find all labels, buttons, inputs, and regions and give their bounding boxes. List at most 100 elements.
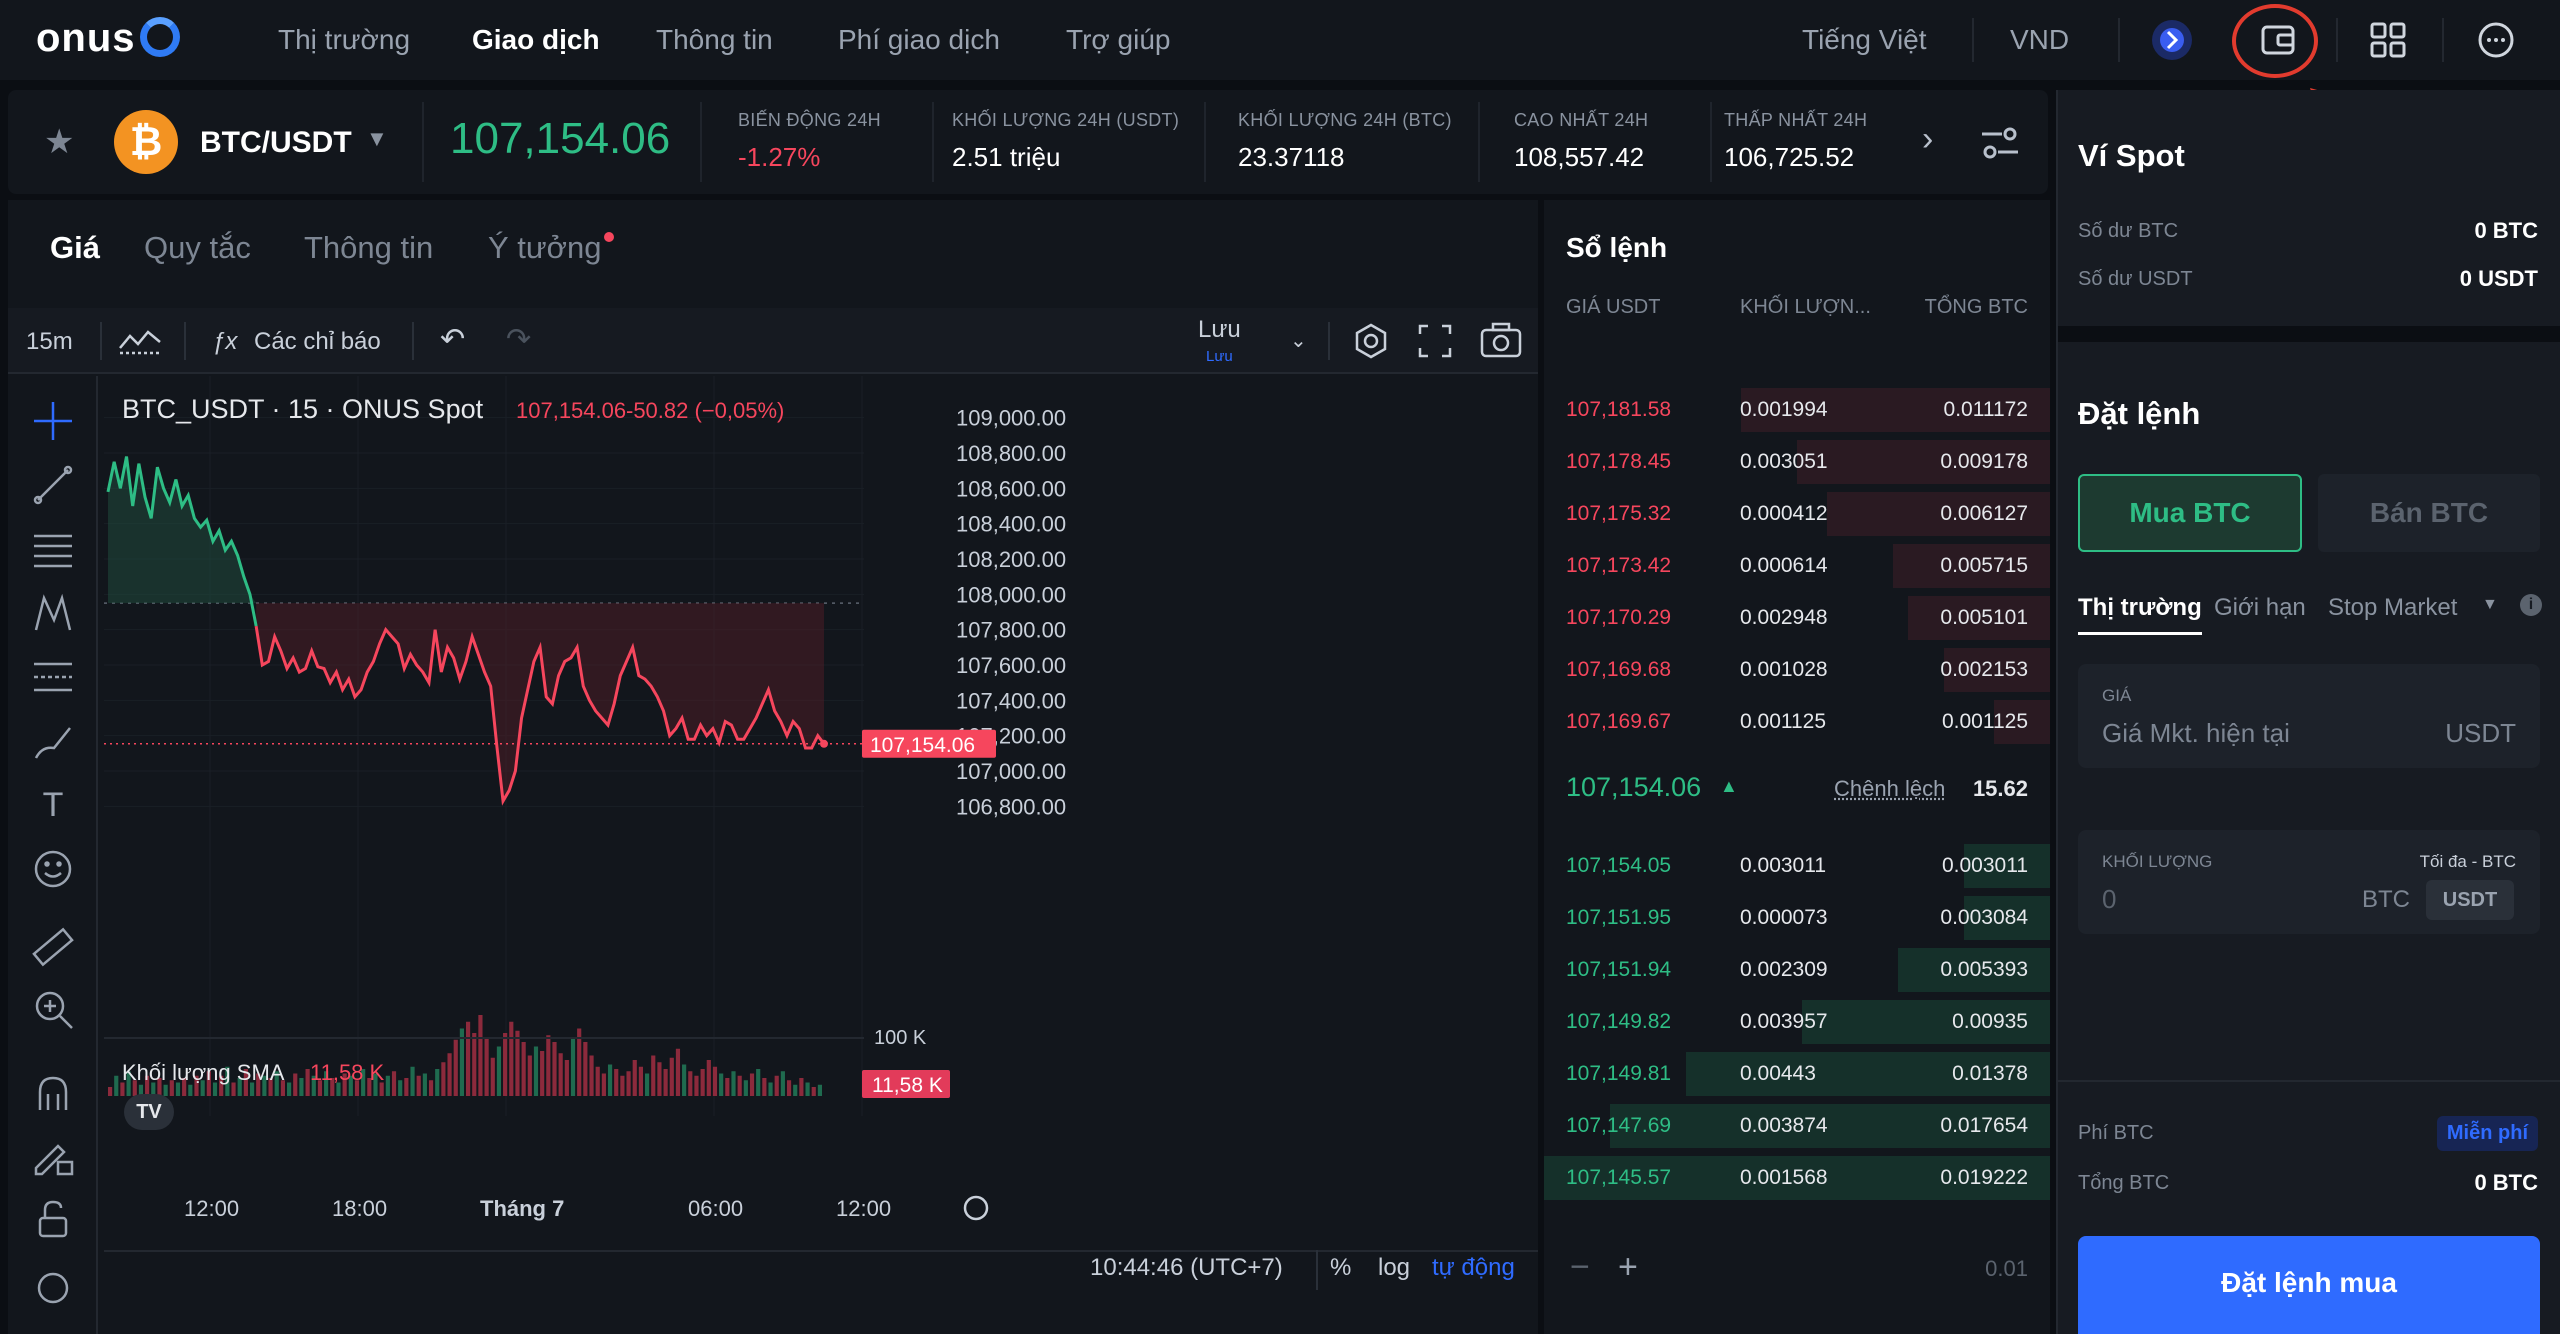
chevron-down-icon[interactable]: ⌄ [1290, 328, 1307, 353]
info-icon[interactable]: i [2520, 594, 2542, 616]
volume-bar [503, 1033, 507, 1096]
onus-logo[interactable]: onus [36, 16, 180, 61]
pair-selector[interactable]: BTC/USDT [200, 126, 352, 160]
emoji-icon[interactable] [30, 846, 76, 892]
fullscreen-icon[interactable] [1418, 324, 1452, 363]
percent-scale-toggle[interactable]: % [1330, 1254, 1351, 1282]
more-options-icon[interactable] [2474, 18, 2518, 62]
volume-bar [596, 1067, 600, 1096]
pattern-icon[interactable] [30, 590, 76, 636]
nav-item-trade[interactable]: Giao dịch [472, 24, 600, 56]
spread-label[interactable]: Chênh lệch [1834, 776, 1945, 802]
magnet-icon[interactable] [30, 1070, 76, 1116]
sell-tab[interactable]: Bán BTC [2318, 474, 2540, 552]
volume-bar [781, 1071, 785, 1096]
redo-icon[interactable]: ↷ [506, 322, 531, 357]
apps-grid-icon[interactable] [2366, 18, 2410, 62]
fib-levels-icon[interactable] [30, 654, 76, 700]
place-buy-order-button[interactable]: Đặt lệnh mua [2078, 1236, 2540, 1334]
settings-sliders-icon[interactable] [1980, 126, 2020, 165]
quantity-input-value[interactable]: 0 [2102, 884, 2116, 915]
chart-type-icon[interactable] [118, 326, 162, 361]
nav-item-market[interactable]: Thị trường [278, 24, 410, 56]
order-price: 107,169.68 [1566, 658, 1671, 682]
brush-icon[interactable] [30, 718, 76, 764]
chevron-right-icon[interactable]: › [1922, 120, 1933, 159]
buy-tab[interactable]: Mua BTC [2078, 474, 2302, 552]
lock-icon[interactable] [30, 1196, 76, 1242]
currency-selector[interactable]: VND [2010, 24, 2069, 56]
eye-icon[interactable] [30, 1260, 76, 1306]
settings-gear-icon[interactable] [1352, 322, 1390, 365]
price-step-value[interactable]: 0.01 [1985, 1256, 2028, 1282]
ask-row[interactable]: 107,173.42 0.000614 0.005715 [1544, 540, 2050, 592]
favorite-star-icon[interactable]: ★ [44, 122, 74, 162]
bid-row[interactable]: 107,147.69 0.003874 0.017654 [1544, 1100, 2050, 1152]
indicators-icon[interactable]: ƒx [212, 328, 237, 356]
lock-drawing-icon[interactable] [30, 1132, 76, 1178]
tab-price[interactable]: Giá [50, 230, 100, 266]
quantity-unit-btc[interactable]: BTC [2362, 886, 2410, 914]
volume-bar [633, 1060, 637, 1096]
order-total: 0.002153 [1940, 658, 2028, 682]
chevron-down-icon[interactable]: ▼ [2482, 596, 2498, 614]
volume-bar [713, 1067, 717, 1096]
x-axis-tick-label: 06:00 [688, 1196, 743, 1221]
bid-row[interactable]: 107,149.82 0.003957 0.00935 [1544, 996, 2050, 1048]
nav-item-info[interactable]: Thông tin [656, 24, 773, 56]
quantity-unit-usdt[interactable]: USDT [2426, 880, 2514, 920]
order-type-limit[interactable]: Giới hạn [2214, 594, 2306, 622]
bid-row[interactable]: 107,149.81 0.00443 0.01378 [1544, 1048, 2050, 1100]
increase-step-button[interactable]: + [1618, 1248, 1638, 1287]
indicators-button[interactable]: Các chỉ báo [254, 328, 381, 356]
language-selector[interactable]: Tiếng Việt [1802, 24, 1927, 56]
volume-bar [466, 1022, 470, 1096]
ask-row[interactable]: 107,169.67 0.001125 0.001125 [1544, 696, 2050, 748]
ask-row[interactable]: 107,169.68 0.001028 0.002153 [1544, 644, 2050, 696]
nav-item-fees[interactable]: Phí giao dịch [838, 24, 1000, 56]
axis-settings-icon[interactable] [965, 1197, 987, 1219]
ask-row[interactable]: 107,181.58 0.001994 0.011172 [1544, 384, 2050, 436]
ask-row[interactable]: 107,175.32 0.000412 0.006127 [1544, 488, 2050, 540]
bid-row[interactable]: 107,154.05 0.003011 0.003011 [1544, 840, 2050, 892]
zoom-in-icon[interactable] [30, 986, 76, 1032]
horizontal-lines-icon[interactable] [30, 526, 76, 572]
price-input[interactable]: GIÁ Giá Mkt. hiện tại USDT [2078, 664, 2540, 768]
tab-info[interactable]: Thông tin [304, 230, 433, 266]
divider [932, 102, 934, 182]
text-tool-icon[interactable]: T [30, 782, 76, 828]
arrow-up-icon: ▲ [1720, 776, 1738, 797]
tab-ideas[interactable]: Ý tưởng [488, 230, 601, 266]
undo-icon[interactable]: ↶ [440, 322, 465, 357]
crosshair-icon[interactable] [30, 398, 76, 444]
orderbook-col-total: TỔNG BTC [1925, 296, 2028, 319]
auto-scale-toggle[interactable]: tự động [1432, 1254, 1515, 1282]
volume-bar [404, 1078, 408, 1096]
decrease-step-button[interactable]: − [1570, 1248, 1590, 1287]
avatar[interactable] [2150, 18, 2194, 62]
order-type-stop-market[interactable]: Stop Market [2328, 594, 2457, 622]
fee-badge: Miễn phí [2437, 1116, 2538, 1151]
nav-item-help[interactable]: Trợ giúp [1066, 24, 1170, 56]
save-button[interactable]: Lưu [1198, 316, 1241, 344]
log-scale-toggle[interactable]: log [1378, 1254, 1410, 1282]
chevron-down-icon[interactable]: ▼ [366, 126, 388, 152]
tab-rules[interactable]: Quy tắc [144, 230, 251, 266]
camera-icon[interactable] [1480, 322, 1522, 363]
ask-row[interactable]: 107,178.45 0.003051 0.009178 [1544, 436, 2050, 488]
onus-logo-icon [140, 17, 180, 57]
trend-line-icon[interactable] [30, 462, 76, 508]
interval-selector[interactable]: 15m [26, 328, 73, 356]
bid-row[interactable]: 107,151.95 0.000073 0.003084 [1544, 892, 2050, 944]
order-volume: 0.002948 [1740, 606, 1828, 630]
change-value: -1.27% [738, 142, 820, 173]
quantity-input[interactable]: KHỐI LƯỢNG Tối đa - BTC 0 BTC USDT [2078, 830, 2540, 934]
ruler-icon[interactable] [30, 924, 76, 970]
price-chart-canvas[interactable]: 109,000.00 108,800.00 108,600.00 108,400.00… [104, 376, 1538, 1116]
order-type-market[interactable]: Thị trường [2078, 594, 2202, 635]
bid-row[interactable]: 107,145.57 0.001568 0.019222 [1544, 1152, 2050, 1204]
vol-usdt-value: 2.51 triệu [952, 142, 1060, 173]
divider [1972, 18, 1974, 62]
bid-row[interactable]: 107,151.94 0.002309 0.005393 [1544, 944, 2050, 996]
ask-row[interactable]: 107,170.29 0.002948 0.005101 [1544, 592, 2050, 644]
